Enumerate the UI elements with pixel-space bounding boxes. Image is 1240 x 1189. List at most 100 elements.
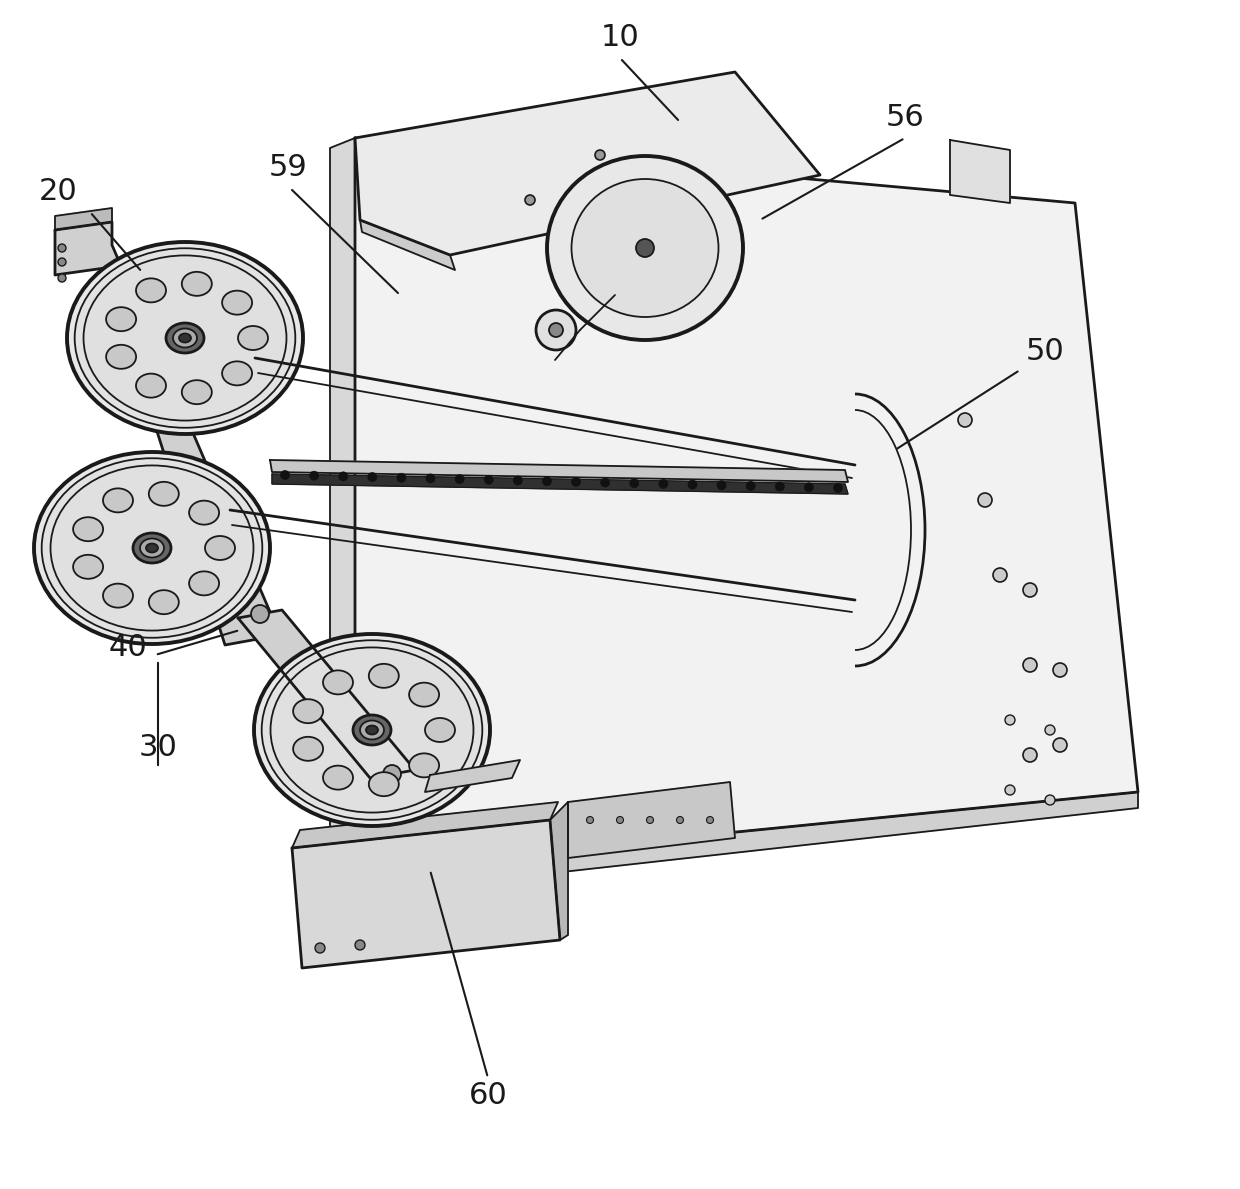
- Circle shape: [717, 480, 727, 490]
- Polygon shape: [568, 782, 735, 858]
- Circle shape: [600, 478, 610, 487]
- Ellipse shape: [140, 539, 164, 558]
- Circle shape: [368, 472, 377, 482]
- Polygon shape: [291, 820, 560, 968]
- Circle shape: [677, 817, 683, 824]
- Ellipse shape: [572, 180, 718, 317]
- Ellipse shape: [33, 452, 270, 644]
- Circle shape: [58, 244, 66, 252]
- Text: 56: 56: [885, 103, 924, 132]
- Circle shape: [572, 477, 580, 486]
- Circle shape: [959, 413, 972, 427]
- Circle shape: [1023, 583, 1037, 597]
- Circle shape: [536, 310, 577, 350]
- Polygon shape: [425, 760, 520, 792]
- Ellipse shape: [322, 766, 353, 789]
- Ellipse shape: [73, 555, 103, 579]
- Text: 10: 10: [600, 24, 640, 52]
- Circle shape: [383, 765, 401, 784]
- Circle shape: [1053, 738, 1066, 751]
- Ellipse shape: [103, 489, 133, 512]
- Circle shape: [630, 479, 639, 487]
- Ellipse shape: [222, 290, 252, 315]
- Circle shape: [549, 323, 563, 336]
- Circle shape: [658, 479, 668, 489]
- Circle shape: [1053, 663, 1066, 677]
- Polygon shape: [291, 803, 558, 848]
- Ellipse shape: [366, 725, 378, 735]
- Circle shape: [746, 482, 755, 490]
- Circle shape: [250, 605, 269, 623]
- Circle shape: [1004, 785, 1016, 795]
- Text: 59: 59: [269, 153, 308, 182]
- Ellipse shape: [293, 699, 324, 723]
- Polygon shape: [950, 140, 1011, 203]
- Circle shape: [455, 474, 464, 484]
- Ellipse shape: [51, 465, 253, 630]
- Polygon shape: [55, 222, 280, 644]
- Text: 20: 20: [38, 177, 77, 207]
- Ellipse shape: [293, 737, 324, 761]
- Ellipse shape: [136, 373, 166, 397]
- Circle shape: [833, 484, 842, 492]
- Circle shape: [587, 817, 594, 824]
- Circle shape: [646, 817, 653, 824]
- Ellipse shape: [42, 458, 263, 637]
- Circle shape: [513, 476, 522, 485]
- Polygon shape: [551, 803, 568, 940]
- Circle shape: [525, 195, 534, 205]
- Ellipse shape: [270, 648, 474, 812]
- Ellipse shape: [107, 307, 136, 332]
- Ellipse shape: [322, 671, 353, 694]
- Polygon shape: [355, 138, 1138, 870]
- Polygon shape: [355, 73, 820, 254]
- Ellipse shape: [146, 543, 157, 553]
- Ellipse shape: [73, 517, 103, 541]
- Circle shape: [775, 482, 784, 491]
- Ellipse shape: [179, 333, 191, 342]
- Circle shape: [58, 258, 66, 266]
- Ellipse shape: [103, 584, 133, 608]
- Circle shape: [427, 474, 435, 483]
- Polygon shape: [238, 610, 415, 778]
- Ellipse shape: [409, 754, 439, 778]
- Ellipse shape: [182, 380, 212, 404]
- Circle shape: [1004, 715, 1016, 725]
- Polygon shape: [270, 460, 848, 482]
- Circle shape: [688, 480, 697, 489]
- Ellipse shape: [83, 256, 286, 421]
- Text: 60: 60: [469, 1081, 507, 1109]
- Circle shape: [978, 493, 992, 507]
- Ellipse shape: [133, 533, 171, 564]
- Ellipse shape: [353, 715, 391, 746]
- Polygon shape: [55, 208, 112, 229]
- Circle shape: [616, 817, 624, 824]
- Ellipse shape: [174, 328, 197, 347]
- Ellipse shape: [222, 361, 252, 385]
- Circle shape: [58, 273, 66, 282]
- Ellipse shape: [182, 272, 212, 296]
- Ellipse shape: [262, 640, 482, 819]
- Ellipse shape: [205, 536, 236, 560]
- Polygon shape: [330, 138, 355, 880]
- Circle shape: [310, 471, 319, 480]
- Circle shape: [1023, 748, 1037, 762]
- Circle shape: [315, 943, 325, 954]
- Circle shape: [805, 483, 813, 492]
- Ellipse shape: [368, 772, 399, 797]
- Ellipse shape: [67, 243, 303, 434]
- Ellipse shape: [107, 345, 136, 369]
- Circle shape: [595, 150, 605, 161]
- Circle shape: [707, 817, 713, 824]
- Ellipse shape: [136, 278, 166, 302]
- Ellipse shape: [360, 721, 384, 740]
- Circle shape: [636, 239, 653, 257]
- Ellipse shape: [188, 501, 219, 524]
- Ellipse shape: [254, 634, 490, 826]
- Ellipse shape: [149, 590, 179, 615]
- Ellipse shape: [74, 249, 295, 428]
- Text: 50: 50: [1025, 338, 1064, 366]
- Circle shape: [339, 472, 347, 480]
- Ellipse shape: [409, 682, 439, 706]
- Circle shape: [397, 473, 405, 483]
